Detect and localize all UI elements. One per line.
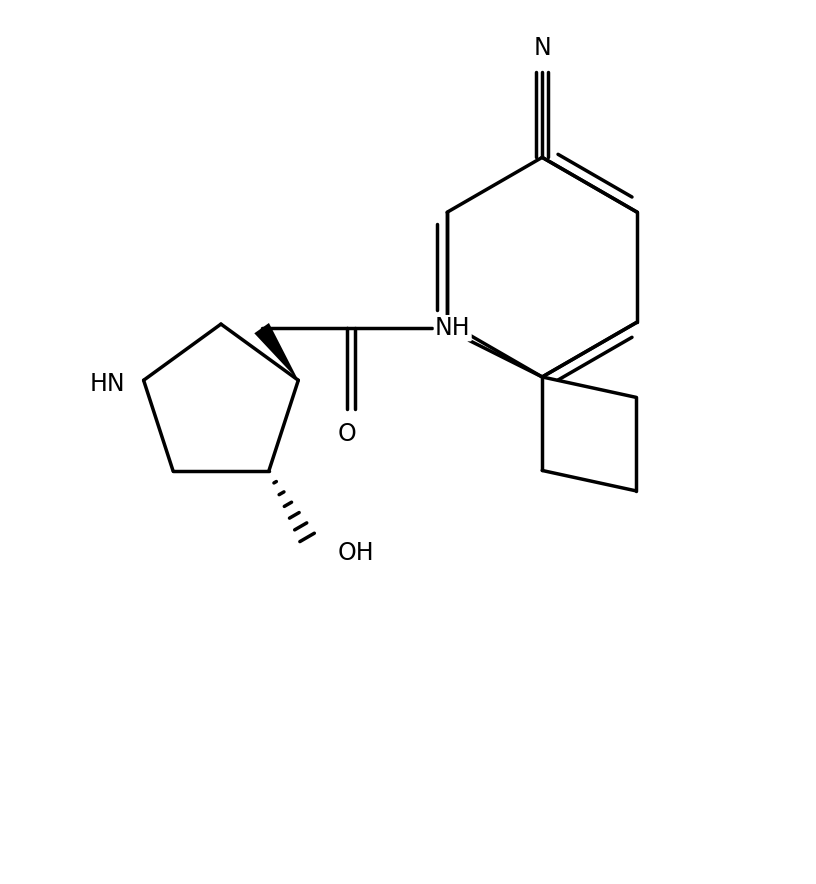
Polygon shape [255,323,299,380]
Text: O: O [338,422,357,446]
Text: NH: NH [435,316,471,340]
Text: OH: OH [338,540,375,565]
Text: N: N [534,35,551,59]
Text: HN: HN [89,372,125,396]
